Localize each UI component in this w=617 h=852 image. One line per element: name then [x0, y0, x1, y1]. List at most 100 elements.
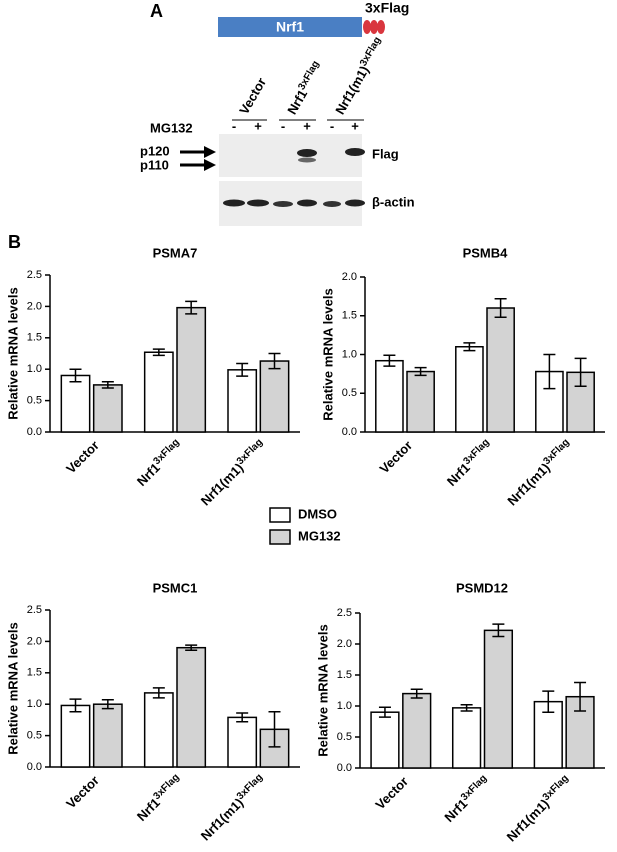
y-tick-label: 2.0: [337, 638, 352, 650]
y-tick-label: 2.5: [27, 604, 42, 616]
error-bar: [236, 712, 249, 723]
x-tick-label: Nrf13xFlag: [133, 772, 186, 825]
lane-label: Vector: [237, 75, 270, 117]
y-axis-label: Relative mRNA levels: [5, 287, 20, 419]
x-tick-label-sup: 3xFlag: [540, 773, 570, 803]
bar: [60, 374, 91, 433]
band: [298, 157, 316, 163]
arrow: [204, 159, 216, 171]
lane-label: Nrf13xFlag: [283, 59, 326, 117]
y-tick-label: 2.5: [27, 269, 42, 281]
x-tick-label-sup: 3xFlag: [151, 772, 181, 802]
y-tick-label: 2.5: [337, 607, 352, 619]
treatment-sign: +: [351, 118, 359, 133]
error-bar: [494, 297, 507, 319]
y-axis-label: Relative mRNA levels: [315, 624, 330, 756]
bar: [451, 707, 482, 769]
legend-label: DMSO: [298, 506, 337, 521]
error-bar: [574, 681, 587, 712]
bar: [455, 346, 484, 433]
blot-label: Flag: [372, 146, 399, 161]
y-tick-label: 1.0: [342, 348, 357, 360]
bar: [143, 692, 174, 768]
bar: [176, 306, 207, 433]
lane-label-main: Nrf1: [285, 87, 311, 117]
error-bar: [378, 706, 391, 718]
y-tick-label: 2.0: [342, 271, 357, 283]
x-tick-label-main: Nrf1(m1): [504, 796, 552, 844]
treatment-sign: -: [281, 118, 285, 133]
error-bar: [460, 704, 473, 712]
error-bar: [492, 623, 505, 638]
blot-flag: [219, 134, 362, 177]
y-tick-label: 0.5: [27, 395, 42, 407]
y-tick-label: 0.0: [27, 426, 42, 438]
y-tick-label: 2.0: [27, 300, 42, 312]
x-tick-label-main: Vector: [64, 773, 103, 812]
y-tick-label: 1.5: [27, 667, 42, 679]
band-label: p110: [140, 157, 169, 172]
legend-label: MG132: [298, 528, 341, 543]
x-tick-label: Vector: [64, 438, 103, 477]
error-bar: [574, 357, 587, 388]
band-label: p120: [140, 143, 170, 158]
x-tick-label: Nrf13xFlag: [443, 437, 496, 490]
bar: [486, 307, 515, 433]
x-tick-label-sup: 3xFlag: [235, 437, 265, 467]
tag-label: 3xFlag: [365, 0, 409, 16]
band: [223, 199, 245, 207]
error-bar: [410, 688, 423, 699]
bar: [60, 704, 91, 768]
band: [345, 148, 365, 156]
blot-label: β-actin: [372, 194, 415, 209]
chart-title: PSMB4: [463, 245, 509, 260]
treatment-sign: -: [232, 118, 236, 133]
x-tick-label-main: Nrf1(m1): [198, 795, 246, 843]
flag-tag: [370, 20, 378, 34]
lane-label-sup: 3xFlag: [296, 59, 321, 92]
y-tick-label: 0.5: [342, 387, 357, 399]
y-tick-label: 1.5: [342, 310, 357, 322]
bar: [483, 629, 514, 769]
x-tick-label: Nrf1(m1)3xFlag: [503, 773, 575, 845]
band: [273, 201, 293, 207]
band: [323, 201, 341, 207]
bar: [92, 384, 123, 433]
band: [247, 199, 269, 207]
y-tick-label: 0.0: [337, 762, 352, 774]
x-tick-label-sup: 3xFlag: [459, 773, 489, 803]
band: [345, 199, 365, 207]
y-tick-label: 0.5: [337, 731, 352, 743]
error-bar: [543, 353, 556, 390]
band: [297, 149, 317, 157]
legend-swatch: [269, 507, 291, 523]
chart-title: PSMD12: [456, 580, 508, 595]
error-bar: [69, 368, 82, 383]
treatment-sign: -: [330, 118, 334, 133]
error-bar: [268, 710, 281, 748]
treatment-sign: +: [303, 118, 311, 133]
bar: [176, 646, 207, 768]
x-tick-label: Nrf13xFlag: [133, 437, 186, 490]
x-tick-label-main: Vector: [377, 438, 416, 477]
y-tick-label: 1.5: [337, 669, 352, 681]
arrow: [204, 146, 216, 158]
bar: [406, 370, 435, 433]
bar: [227, 716, 258, 768]
x-tick-label-sup: 3xFlag: [151, 437, 181, 467]
error-bar: [383, 354, 396, 367]
error-bar: [152, 687, 165, 699]
error-bar: [268, 352, 281, 370]
flag-tag: [363, 20, 371, 34]
treatment-label: MG132: [150, 120, 193, 135]
y-tick-label: 1.0: [27, 363, 42, 375]
x-tick-label-sup: 3xFlag: [235, 772, 265, 802]
error-bar: [101, 699, 114, 710]
x-tick-label: Vector: [373, 774, 412, 813]
y-tick-label: 1.0: [27, 698, 42, 710]
panel-label: A: [150, 1, 163, 21]
y-tick-label: 2.0: [27, 635, 42, 647]
bar: [370, 711, 400, 769]
